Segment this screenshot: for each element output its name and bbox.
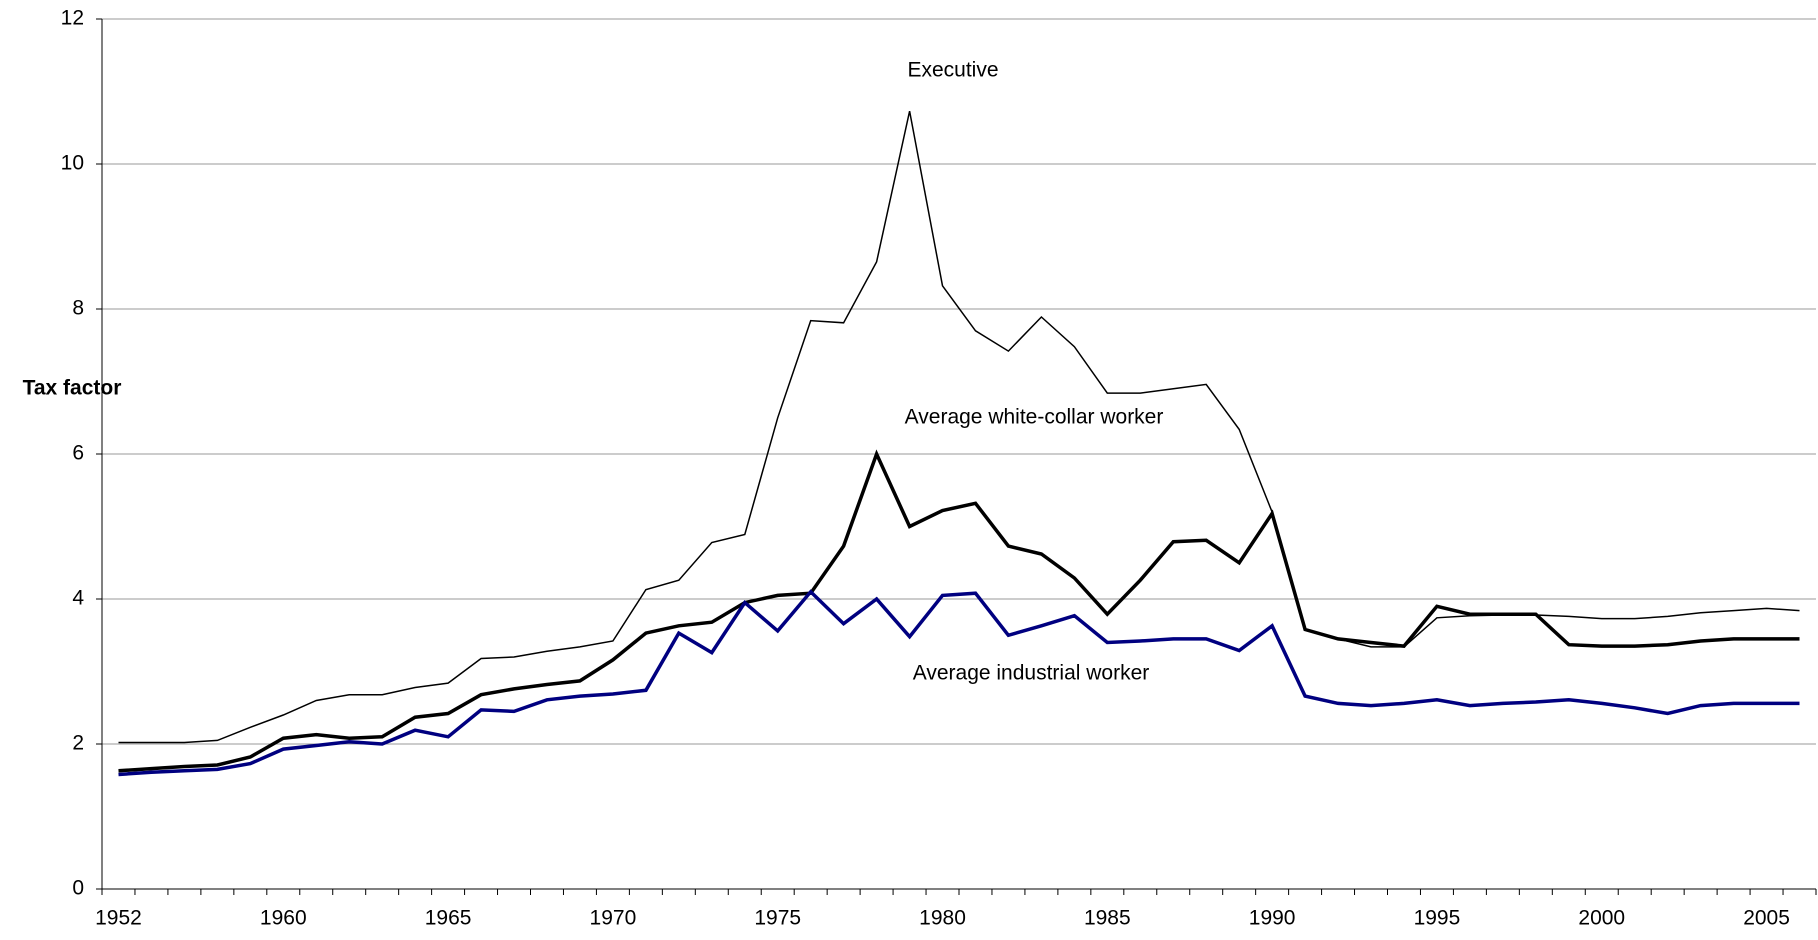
x-tick-label: 2005: [1743, 907, 1790, 930]
series-line: [118, 589, 1800, 777]
x-tick-label: 1980: [919, 907, 966, 930]
y-tick-label: 10: [61, 152, 84, 175]
x-tick-label: 1975: [754, 907, 801, 930]
x-tick-label: 1965: [425, 907, 472, 930]
annotation: Executive: [907, 59, 998, 82]
x-tick-label: 1985: [1084, 907, 1131, 930]
x-tick-label: 1970: [590, 907, 637, 930]
annotation: Average white-collar worker: [905, 406, 1164, 429]
x-tick-label: 1952: [95, 907, 142, 930]
annotation: Average industrial worker: [913, 662, 1150, 685]
y-tick-label: 4: [72, 587, 84, 610]
x-tick-label: 1995: [1414, 907, 1461, 930]
x-tick-label: 1960: [260, 907, 307, 930]
x-tick-label: 1990: [1249, 907, 1296, 930]
y-tick-label: 0: [72, 877, 84, 900]
y-tick-label: 12: [61, 7, 84, 30]
y-tick-label: 8: [72, 297, 84, 320]
x-tick-label: 2000: [1578, 907, 1625, 930]
series-line: [118, 449, 1800, 773]
y-tick-label: 6: [72, 442, 84, 465]
y-tick-label: 2: [72, 732, 84, 755]
y-axis-label: Tax factor: [23, 377, 122, 400]
